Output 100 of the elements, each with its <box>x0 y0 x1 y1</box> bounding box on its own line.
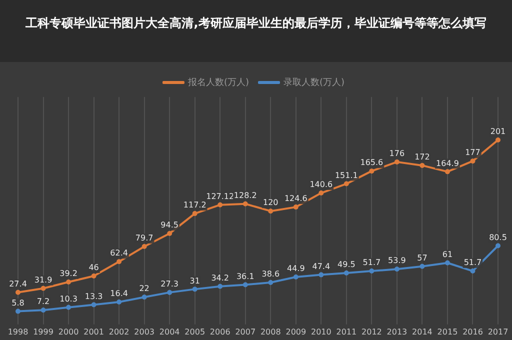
data-label: 94.5 <box>160 220 178 230</box>
data-label: 22 <box>139 284 150 294</box>
data-label: 39.2 <box>60 269 78 278</box>
x-tick-label: 2000 <box>58 327 79 336</box>
data-label: 79.7 <box>135 234 154 243</box>
data-label: 34.2 <box>211 273 230 282</box>
point <box>318 272 324 278</box>
point <box>496 243 500 248</box>
x-tick-label: 2014 <box>412 327 432 336</box>
data-label: 5.8 <box>12 298 24 308</box>
x-tick-label: 2006 <box>210 327 230 336</box>
point <box>394 159 400 164</box>
point <box>444 260 450 266</box>
data-label: 27.4 <box>9 279 27 288</box>
point <box>293 204 298 210</box>
point <box>394 266 400 272</box>
x-tick-label: 2005 <box>184 327 206 336</box>
point <box>318 190 324 196</box>
point <box>16 308 20 314</box>
data-label: 120 <box>262 198 278 208</box>
point <box>91 274 96 279</box>
point <box>268 280 274 286</box>
data-label: 117.2 <box>183 200 206 210</box>
point <box>66 304 72 310</box>
x-tick-label: 1998 <box>8 327 28 336</box>
data-label: 10.3 <box>60 294 78 304</box>
data-label: 51.7 <box>464 258 482 268</box>
data-label: 165.6 <box>360 158 384 168</box>
data-label: 38.6 <box>262 270 280 279</box>
point <box>344 181 349 186</box>
data-label: 57 <box>417 253 428 262</box>
point <box>444 169 450 174</box>
data-label: 36.1 <box>236 272 254 281</box>
point <box>218 284 223 289</box>
point <box>116 300 122 305</box>
x-tick-label: 2016 <box>462 327 483 336</box>
point <box>420 162 425 168</box>
data-label: 177 <box>465 148 480 158</box>
data-label: 53.9 <box>388 256 406 266</box>
data-label: 140.6 <box>310 180 333 190</box>
data-label: 176 <box>389 149 405 158</box>
point <box>496 138 500 143</box>
point <box>192 286 198 292</box>
data-label: 27.3 <box>160 280 178 289</box>
x-tick-label: 2012 <box>362 327 382 336</box>
point <box>167 230 172 236</box>
data-label: 16.4 <box>110 289 128 298</box>
x-tick-label: 2008 <box>260 327 281 336</box>
x-tick-label: 2017 <box>488 327 508 336</box>
data-label: 13.3 <box>84 292 103 301</box>
x-tick-label: 2001 <box>84 327 104 336</box>
x-tick-label: 2013 <box>386 327 408 336</box>
data-label: 46 <box>88 263 99 272</box>
data-label: 164.9 <box>436 158 459 168</box>
x-tick-label: 2009 <box>286 327 306 336</box>
point <box>218 202 223 208</box>
legend-label: 录取人数(万人) <box>284 76 345 88</box>
legend-label: 报名人数(万人) <box>186 76 250 88</box>
data-label: 44.9 <box>286 264 305 274</box>
data-label: 128.2 <box>234 190 257 200</box>
data-label: 51.7 <box>362 258 381 268</box>
point <box>116 259 122 264</box>
point <box>420 264 425 269</box>
data-label: 80.5 <box>489 232 507 242</box>
data-label: 62.4 <box>110 248 128 258</box>
x-tick-label: 2004 <box>159 327 180 336</box>
x-tick-label: 2007 <box>235 327 256 336</box>
data-label: 31.9 <box>34 275 52 284</box>
x-tick-label: 2015 <box>437 327 458 336</box>
point <box>40 286 46 291</box>
point <box>293 274 298 280</box>
chart-title: 工科专硕毕业证书图片大全高清,考研应届毕业生的最后学历，毕业证编号等等怎么填写 <box>0 0 512 62</box>
x-tick-label: 2011 <box>336 327 357 336</box>
data-label: 49.5 <box>338 260 356 270</box>
data-label: 151.1 <box>334 170 358 180</box>
point <box>369 168 374 174</box>
data-label: 61 <box>442 250 453 259</box>
point <box>142 244 147 249</box>
point <box>369 268 374 274</box>
data-label: 127.12 <box>206 192 234 201</box>
point <box>344 270 349 276</box>
x-tick-label: 2003 <box>134 327 154 336</box>
point <box>470 268 476 274</box>
point <box>142 294 147 300</box>
data-label: 201 <box>490 127 506 136</box>
data-label: 172 <box>414 152 430 162</box>
data-label: 7.2 <box>36 297 50 306</box>
point <box>192 211 198 216</box>
data-label: 31 <box>190 276 200 286</box>
point <box>242 201 248 206</box>
point <box>16 290 20 295</box>
point <box>167 290 172 295</box>
x-tick-label: 1999 <box>33 327 54 336</box>
point <box>268 208 274 214</box>
point <box>91 302 96 308</box>
data-label: 124.6 <box>284 194 308 204</box>
point <box>40 308 46 313</box>
x-tick-label: 2002 <box>108 327 130 336</box>
point <box>470 158 476 164</box>
data-label: 47.4 <box>312 262 330 271</box>
